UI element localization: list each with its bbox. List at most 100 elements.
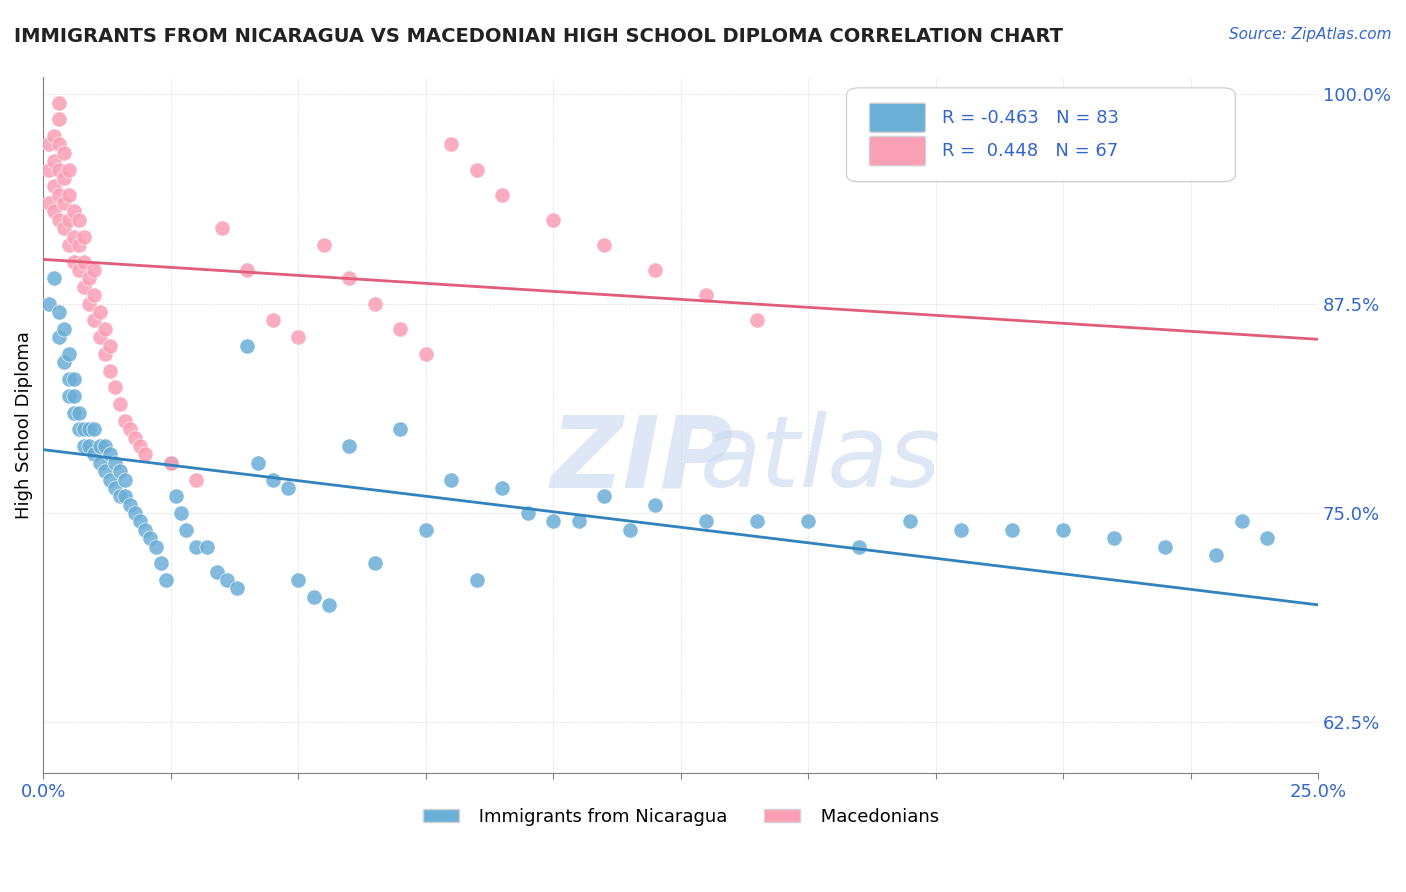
- Text: IMMIGRANTS FROM NICARAGUA VS MACEDONIAN HIGH SCHOOL DIPLOMA CORRELATION CHART: IMMIGRANTS FROM NICARAGUA VS MACEDONIAN …: [14, 27, 1063, 45]
- Point: [195, 540, 218, 554]
- Point: [1102, 531, 1125, 545]
- Point: [89, 305, 111, 319]
- Point: [108, 397, 131, 411]
- Point: [848, 540, 870, 554]
- Point: [67, 263, 90, 277]
- Point: [747, 515, 769, 529]
- Point: [465, 573, 488, 587]
- Point: [1052, 523, 1074, 537]
- Point: [83, 288, 105, 302]
- Point: [415, 523, 437, 537]
- Point: [63, 204, 86, 219]
- Point: [83, 422, 105, 436]
- Point: [48, 112, 70, 127]
- Point: [149, 557, 172, 571]
- Point: [215, 573, 238, 587]
- Point: [93, 464, 115, 478]
- Point: [42, 271, 65, 285]
- Point: [619, 523, 641, 537]
- Point: [58, 187, 80, 202]
- Y-axis label: High School Diploma: High School Diploma: [15, 331, 32, 519]
- Point: [98, 473, 121, 487]
- Point: [52, 322, 75, 336]
- Point: [83, 313, 105, 327]
- Point: [52, 145, 75, 160]
- Text: ZIP: ZIP: [551, 411, 734, 508]
- Point: [1001, 523, 1024, 537]
- Point: [236, 263, 259, 277]
- Point: [898, 515, 921, 529]
- Point: [79, 422, 101, 436]
- Legend:  Immigrants from Nicaragua,  Macedonians: Immigrants from Nicaragua, Macedonians: [416, 801, 946, 833]
- Point: [160, 456, 183, 470]
- Point: [139, 531, 162, 545]
- Point: [48, 95, 70, 110]
- Point: [337, 271, 360, 285]
- Point: [1205, 548, 1227, 562]
- Point: [170, 506, 193, 520]
- Point: [465, 162, 488, 177]
- Point: [389, 322, 412, 336]
- Point: [114, 489, 136, 503]
- Point: [491, 187, 513, 202]
- Point: [98, 364, 121, 378]
- Point: [1154, 540, 1177, 554]
- Point: [104, 456, 127, 470]
- Point: [543, 515, 565, 529]
- Point: [73, 439, 96, 453]
- Point: [48, 137, 70, 152]
- Point: [79, 271, 101, 285]
- Point: [129, 439, 152, 453]
- Point: [38, 162, 60, 177]
- Point: [491, 481, 513, 495]
- Point: [48, 330, 70, 344]
- Point: [79, 296, 101, 310]
- Point: [1281, 790, 1303, 805]
- Point: [108, 489, 131, 503]
- Point: [389, 422, 412, 436]
- Point: [145, 540, 167, 554]
- Point: [58, 162, 80, 177]
- Point: [302, 590, 325, 604]
- Point: [226, 582, 249, 596]
- FancyBboxPatch shape: [869, 103, 925, 132]
- Text: R =  0.448   N = 67: R = 0.448 N = 67: [942, 142, 1118, 161]
- Point: [236, 338, 259, 352]
- Point: [38, 196, 60, 211]
- Point: [63, 229, 86, 244]
- Point: [42, 204, 65, 219]
- Point: [67, 405, 90, 419]
- Point: [38, 137, 60, 152]
- Point: [155, 573, 177, 587]
- Point: [797, 515, 820, 529]
- Point: [205, 565, 228, 579]
- Point: [52, 171, 75, 186]
- Point: [52, 196, 75, 211]
- Point: [950, 523, 973, 537]
- Point: [287, 330, 309, 344]
- Point: [262, 473, 284, 487]
- Point: [58, 212, 80, 227]
- Point: [108, 464, 131, 478]
- Point: [63, 254, 86, 268]
- Point: [129, 515, 152, 529]
- Point: [63, 389, 86, 403]
- Point: [277, 481, 299, 495]
- Point: [312, 238, 335, 252]
- Point: [83, 447, 105, 461]
- Point: [134, 447, 156, 461]
- Point: [134, 523, 156, 537]
- Point: [287, 573, 309, 587]
- Point: [120, 498, 142, 512]
- Point: [93, 439, 115, 453]
- Point: [48, 212, 70, 227]
- FancyBboxPatch shape: [846, 88, 1236, 182]
- Point: [93, 322, 115, 336]
- Point: [415, 347, 437, 361]
- Point: [364, 296, 387, 310]
- Point: [73, 422, 96, 436]
- Point: [593, 238, 616, 252]
- Point: [104, 481, 127, 495]
- Point: [644, 498, 666, 512]
- Point: [73, 254, 96, 268]
